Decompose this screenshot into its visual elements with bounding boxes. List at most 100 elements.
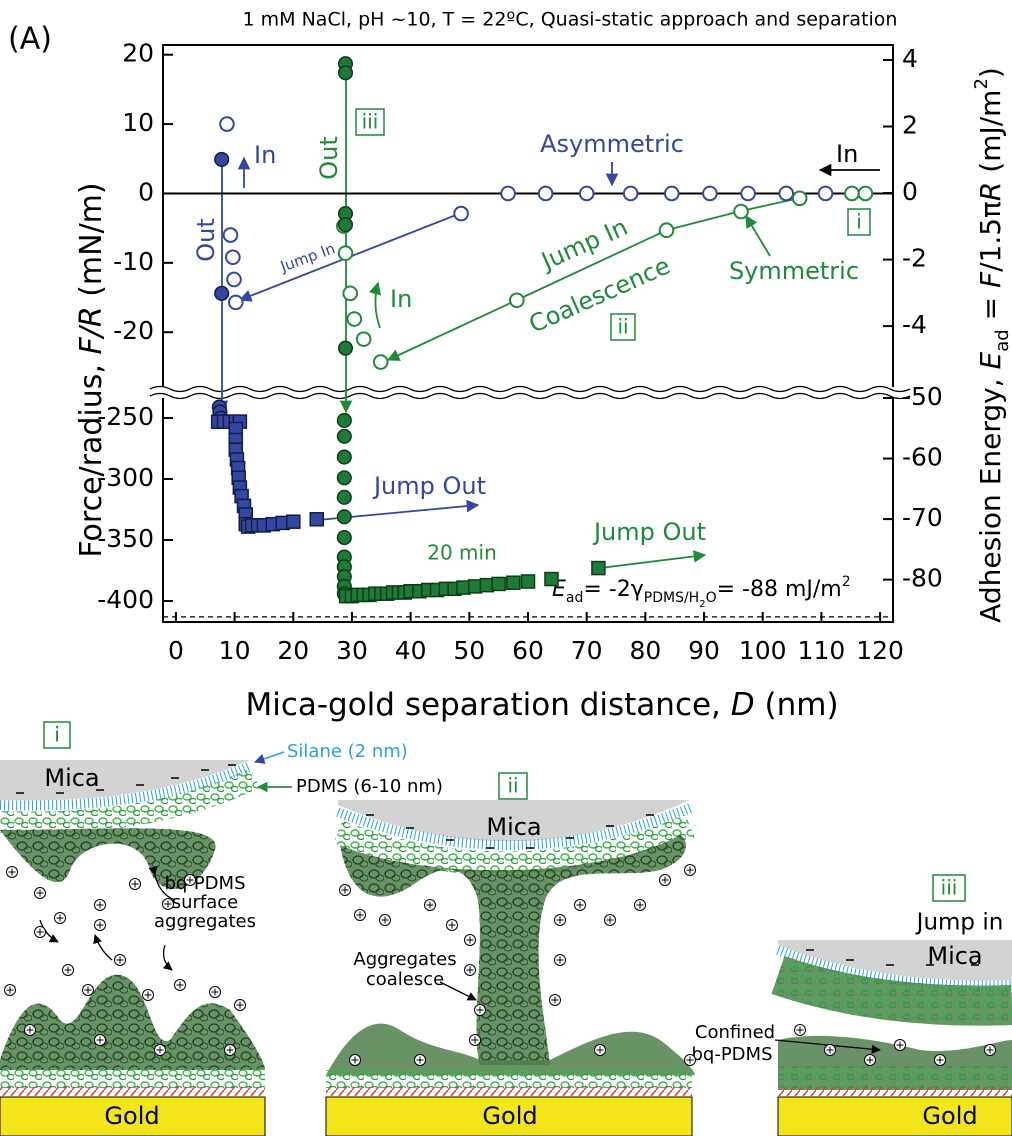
label-box: [498, 772, 528, 800]
charge: [351, 1056, 359, 1064]
label-box: [43, 721, 71, 749]
formula-part: O: [706, 590, 717, 606]
gold-label: Gold: [104, 1102, 159, 1130]
point: [622, 185, 639, 202]
point: [509, 292, 525, 309]
y-tick-label: 20: [122, 39, 154, 68]
charge: [896, 1041, 904, 1049]
arrow: [254, 751, 285, 764]
mica-label: Mica: [486, 813, 541, 841]
formula-part: = -88 mJ/m: [717, 577, 842, 602]
label-box: [355, 108, 385, 136]
y2-tick-label: -4: [902, 310, 927, 339]
frame: [162, 44, 894, 623]
x-tick-label: 110: [798, 636, 846, 665]
point: [336, 509, 352, 525]
charge: [356, 911, 364, 919]
note: Aggregates: [353, 949, 456, 970]
y2-label-part: /1.5π: [974, 201, 1007, 272]
point: [214, 285, 230, 301]
point: [506, 575, 521, 590]
charge: [6, 986, 14, 994]
thiol-layer: [326, 1087, 692, 1096]
x-tick-label: 10: [219, 636, 251, 665]
point: [791, 190, 808, 207]
annotation: Jump In: [277, 239, 337, 276]
gold: [325, 1096, 693, 1136]
y2-tick-label: 0: [902, 177, 918, 206]
point: [227, 294, 244, 311]
y2-axis-label: Adhesion Energy, Ead = F/1.5πR (mJ/m2): [971, 67, 1012, 623]
charge: [866, 1056, 874, 1064]
charge: [116, 956, 124, 964]
note: Confined: [695, 1022, 775, 1043]
point: [214, 151, 230, 168]
point: [658, 222, 675, 239]
x-tick-label: 0: [168, 636, 184, 665]
y2-label-part: ad: [992, 329, 1012, 351]
chart-title: 1 mM NaCl, pH ~10, T = 22ºC, Quasi-stati…: [243, 9, 898, 31]
annotation: 20 min: [427, 541, 497, 565]
y2-label-part: F: [974, 271, 1007, 288]
y2-label-part: E: [974, 351, 1007, 369]
aggregate-texture: [0, 828, 216, 889]
y-label-part: Force/radius,: [74, 355, 109, 558]
x-tick-label: 50: [453, 636, 485, 665]
charge: [341, 886, 349, 894]
annotation: Jump Out: [592, 518, 706, 546]
y2-tick-label: -80: [902, 564, 943, 593]
note: coalesce: [366, 969, 444, 990]
charge: [226, 1046, 234, 1054]
x-label-part: (nm): [755, 687, 839, 723]
annotation: Asymmetric: [540, 130, 684, 158]
charge: [84, 986, 92, 994]
charge: [796, 1026, 804, 1034]
y2-tick-label: -50: [902, 382, 943, 411]
y2-label-part: 2: [971, 78, 992, 89]
diagram-label: ii: [507, 774, 518, 798]
diagram-label: i: [54, 723, 60, 747]
annotation: Jump In: [536, 213, 632, 276]
formula: Ead= -2γPDMS/H2O= -88 mJ/m2: [552, 574, 851, 610]
point: [336, 412, 352, 428]
arrow: [39, 919, 59, 943]
x-label-part: D: [731, 687, 755, 723]
annotation: Out: [192, 218, 220, 262]
point: [286, 514, 301, 529]
note: bq-PDMS: [691, 1044, 772, 1065]
pdms-layer: [778, 1066, 1012, 1088]
arrow: [148, 865, 176, 901]
thiol-layer: [778, 1087, 1012, 1096]
y2-label-part: =: [974, 288, 1007, 329]
charge: [164, 900, 172, 908]
break-line: [149, 385, 911, 393]
point: [226, 271, 242, 288]
point: [500, 185, 516, 202]
charge: [96, 901, 104, 909]
point: [733, 203, 749, 220]
aggregate-texture: [340, 835, 686, 1065]
label-box: [610, 313, 636, 341]
y-tick-label: 0: [138, 177, 154, 206]
charge: [426, 901, 434, 909]
charge: [56, 914, 64, 922]
charge: [986, 1046, 994, 1054]
charge: [576, 901, 584, 909]
mica-label: Mica: [44, 764, 99, 792]
charge: [416, 1056, 424, 1064]
charge: [471, 1036, 479, 1044]
x-tick-label: 80: [629, 636, 661, 665]
plot-area: (A) 1 mM NaCl, pH ~10, T = 22ºC, Quasi-s…: [8, 9, 1012, 723]
charge: [64, 966, 72, 974]
annotation: ii: [617, 315, 628, 339]
arrow: [368, 281, 382, 329]
note: bq-PDMS: [164, 873, 245, 894]
silane: [336, 803, 692, 850]
point: [817, 185, 834, 202]
point: [702, 185, 718, 202]
charge: [186, 876, 194, 884]
annotation: In: [390, 285, 412, 313]
annotation: Jump Out: [372, 472, 486, 500]
annotation: In: [254, 141, 276, 169]
